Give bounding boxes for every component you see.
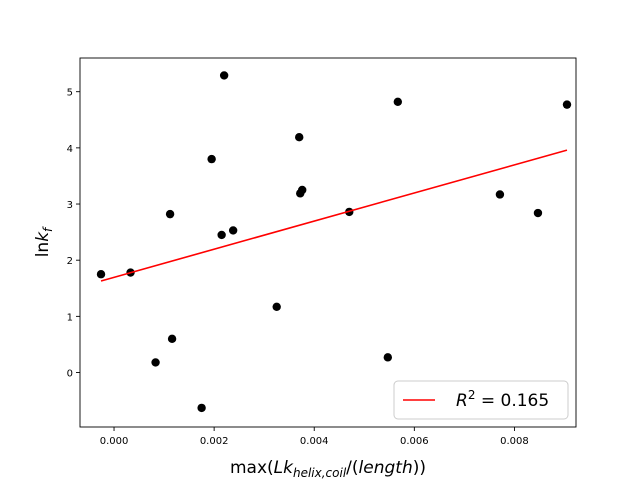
axes: 0.000 0.002 0.004 0.006 0.008 0 1 2 3 4 5 (67, 57, 577, 447)
x-tick-label: 0.000 (100, 436, 129, 447)
data-point (197, 403, 206, 413)
data-point (295, 132, 304, 142)
plot-frame (79, 57, 577, 428)
x-tick-label: 0.004 (300, 436, 329, 447)
data-point (207, 154, 216, 164)
data-point (96, 270, 106, 279)
legend-box (393, 380, 569, 420)
x-axis-label: max(Lkhelix,coil/(length)) (230, 458, 426, 480)
axis-labels: max(Lkhelix,coil/(length)) lnkf (33, 226, 426, 480)
data-point (393, 97, 403, 107)
data-point (562, 100, 572, 109)
data-point (219, 71, 229, 80)
data-point (298, 185, 307, 195)
data-point (228, 226, 238, 235)
data-point (151, 358, 160, 367)
data-point (533, 208, 543, 218)
y-tick-label: 0 (67, 369, 73, 380)
data-point (495, 190, 505, 199)
data-point (167, 334, 177, 344)
data-point (383, 353, 393, 362)
y-tick-label: 2 (67, 256, 73, 267)
y-tick-label: 1 (67, 312, 73, 323)
x-tick-label: 0.006 (400, 436, 429, 447)
y-tick-label: 4 (67, 144, 73, 155)
x-tick-label: 0.002 (200, 436, 229, 447)
data-point (272, 302, 281, 312)
data-point (165, 209, 175, 219)
x-tick-label: 0.008 (500, 436, 529, 447)
fit-line (100, 149, 568, 282)
y-tick-label: 5 (67, 88, 73, 99)
y-tick-label: 3 (67, 200, 73, 211)
plot-marks (96, 71, 572, 413)
legend: R2 = 0.165 (393, 380, 569, 420)
y-axis-label: lnkf (33, 226, 55, 257)
legend-entry-label: R2 = 0.165 (456, 388, 549, 411)
data-point (217, 230, 226, 240)
